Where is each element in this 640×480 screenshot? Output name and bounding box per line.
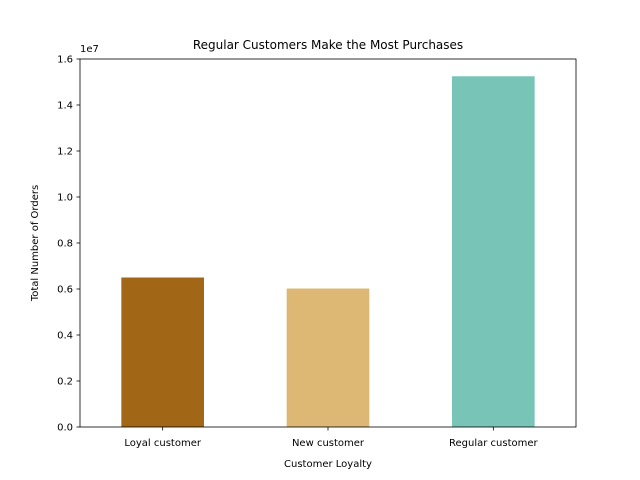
bar-2 [286,288,370,427]
bar-1 [121,277,204,427]
y-tick-label: 0.2 [57,377,73,388]
plot-frame [79,58,577,428]
y-tick-label: 0.0 [57,423,73,434]
y-axis-label: Total Number of Orders [30,185,41,302]
y-tick-label: 1.6 [57,55,73,66]
y-tick-label: 1.4 [57,101,73,112]
x-axis-label: Customer Loyalty [284,459,372,470]
y-tick-label: 1.0 [57,193,73,204]
y-tick-label: 0.8 [57,239,73,250]
y-tick-label: 0.4 [57,331,73,342]
y-tick-label: 1.2 [57,147,73,158]
y-scale-label: 1e7 [80,44,99,55]
x-tick-label: New customer [292,438,365,449]
chart-title: Regular Customers Make the Most Purchase… [193,38,463,52]
bars-layer [121,76,535,427]
ticks-layer: Loyal customer New customer Regular custom… [57,55,538,450]
y-tick-label: 0.6 [57,285,73,296]
x-tick-label: Loyal customer [124,438,201,449]
x-tick-label: Regular customer [449,438,539,449]
bar-3 [452,76,535,427]
